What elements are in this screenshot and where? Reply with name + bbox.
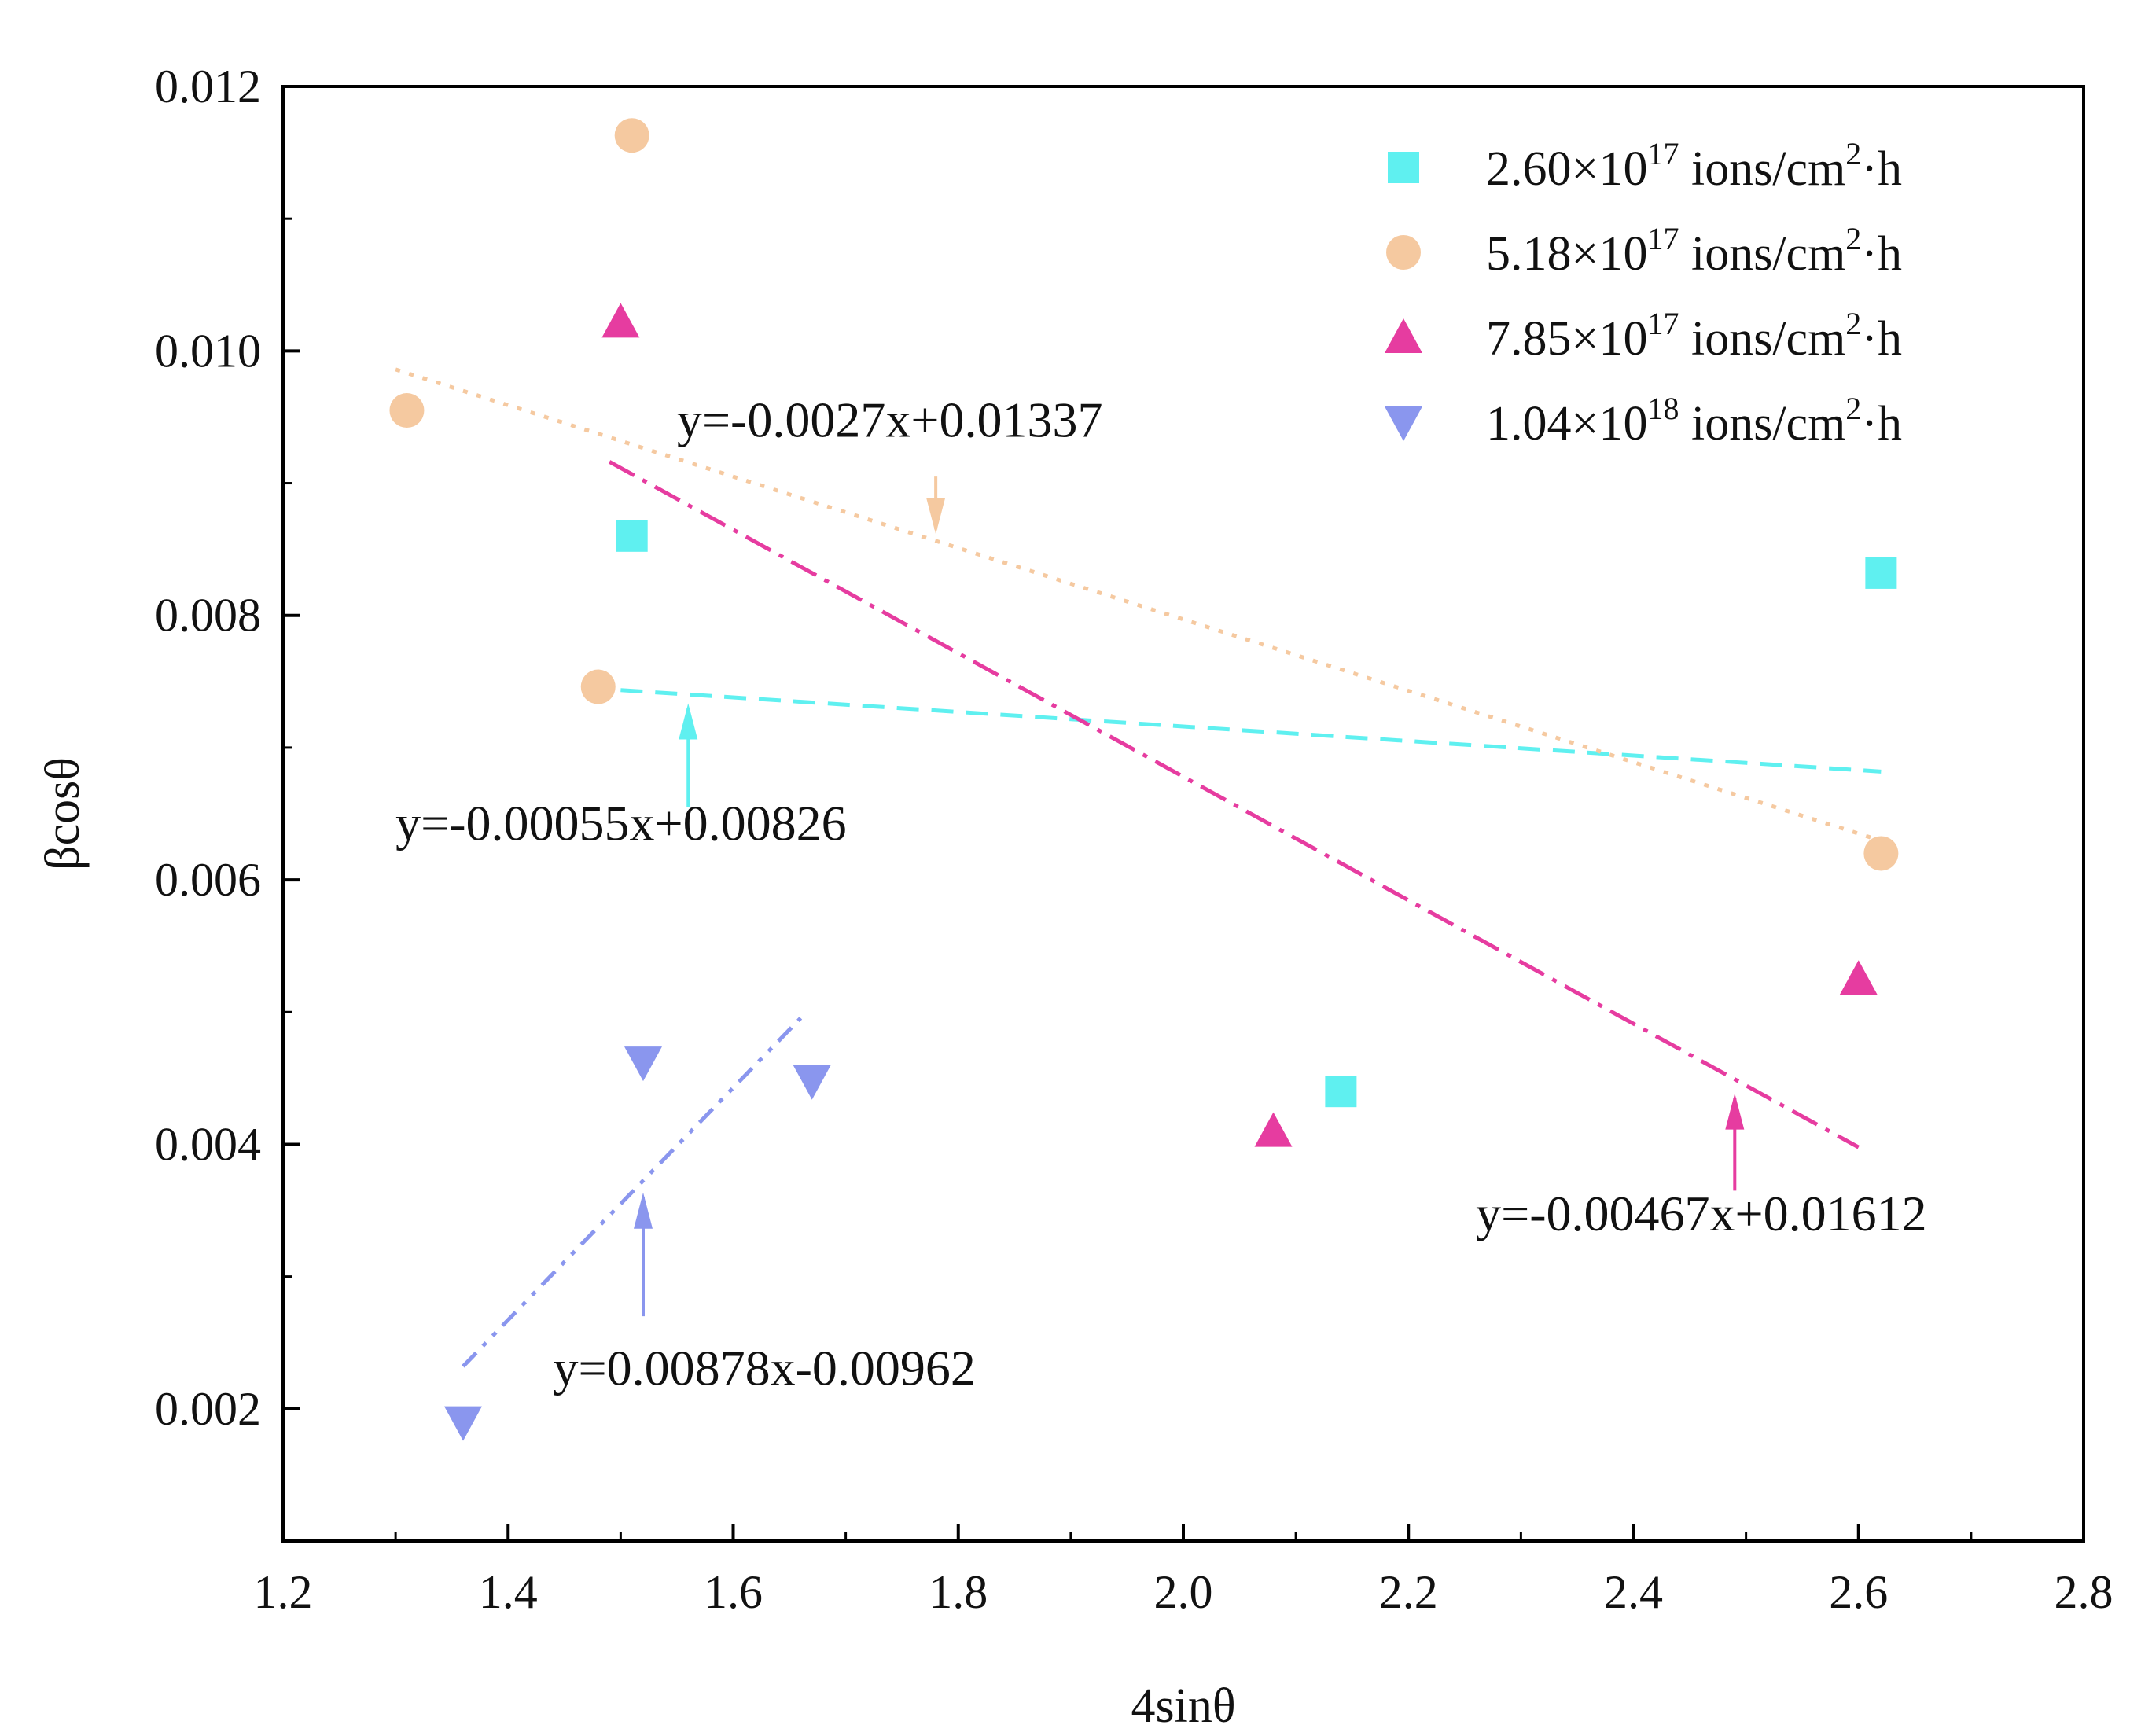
legend-superscript: 17 <box>1647 306 1679 341</box>
data-point-series-2 <box>614 118 649 153</box>
legend-superscript: 17 <box>1647 136 1679 171</box>
legend-superscript: 18 <box>1647 391 1679 426</box>
legend-label-series-2: 5.18×1017 ions/cm2·h <box>1486 221 1902 281</box>
legend-label-series-3: 7.85×1017 ions/cm2·h <box>1486 306 1902 366</box>
legend-text-part: ·h <box>1861 312 1902 366</box>
fit-equation-label: y=0.00878x-0.00962 <box>554 1341 976 1396</box>
legend-text-part: ·h <box>1861 142 1902 196</box>
fit-line-series-4 <box>462 1017 803 1368</box>
data-points <box>389 118 1899 1441</box>
data-point-series-4 <box>793 1065 831 1100</box>
x-tick-label: 2.2 <box>1379 1566 1438 1618</box>
annotation-arrow-head <box>679 703 698 740</box>
data-point-series-2 <box>389 393 425 428</box>
data-point-series-2 <box>1863 836 1899 871</box>
legend-text-part: ions/cm <box>1679 312 1845 366</box>
fit-line-series-2 <box>395 367 1882 843</box>
y-tick-label: 0.002 <box>155 1383 261 1435</box>
data-point-series-1 <box>1325 1076 1357 1108</box>
legend-text-part: ions/cm <box>1679 227 1845 281</box>
fit-equation-label: y=-0.0027x+0.01337 <box>677 392 1103 448</box>
legend-superscript: 2 <box>1845 391 1861 426</box>
fit-line-series-3 <box>608 460 1860 1149</box>
data-point-series-2 <box>580 669 616 704</box>
fit-equation-label: y=-0.00055x+0.00826 <box>395 796 847 851</box>
legend-text-part: ions/cm <box>1679 397 1845 451</box>
fit-line-series-1 <box>620 688 1882 774</box>
legend-superscript: 2 <box>1845 136 1861 171</box>
legend-marker-series-4 <box>1385 406 1422 441</box>
x-tick-label: 2.8 <box>2055 1566 2113 1618</box>
legend-text-part: 5.18×10 <box>1486 227 1647 281</box>
annotation-arrow-head <box>1725 1093 1745 1130</box>
x-tick-label: 2.4 <box>1604 1566 1663 1618</box>
x-axis: 1.2 1.4 1.6 1.8 2.0 2.2 2.4 2.6 2.8 <box>254 1524 2113 1618</box>
x-tick-label: 1.8 <box>929 1566 988 1618</box>
data-point-series-3 <box>1254 1112 1293 1147</box>
y-tick-label: 0.006 <box>155 854 261 906</box>
data-point-series-3 <box>601 303 640 338</box>
legend: 2.60×1017 ions/cm2·h5.18×1017 ions/cm2·h… <box>1385 136 1902 451</box>
annotation-arrow-head <box>634 1192 653 1229</box>
legend-text-part: ·h <box>1861 227 1902 281</box>
y-tick-label: 0.010 <box>155 325 261 377</box>
legend-superscript: 2 <box>1845 221 1861 256</box>
data-point-series-4 <box>624 1046 662 1082</box>
x-tick-label: 1.6 <box>704 1566 763 1618</box>
y-axis-title: βcosθ <box>36 757 90 870</box>
x-axis-title: 4sinθ <box>1131 1679 1235 1733</box>
y-tick-label: 0.004 <box>155 1118 261 1170</box>
fit-lines <box>395 367 1882 1368</box>
annotation-arrow-head <box>926 498 946 535</box>
data-point-series-3 <box>1839 960 1878 995</box>
y-axis: 0.002 0.004 0.006 0.008 0.010 0.012 <box>155 61 300 1543</box>
legend-marker-series-2 <box>1386 235 1421 270</box>
x-tick-label: 1.2 <box>254 1566 313 1618</box>
legend-text-part: ions/cm <box>1679 142 1845 196</box>
data-point-series-1 <box>1865 557 1897 589</box>
legend-text-part: 2.60×10 <box>1486 142 1647 196</box>
legend-text-part: 7.85×10 <box>1486 312 1647 366</box>
legend-text-part: ·h <box>1861 397 1902 451</box>
data-point-series-4 <box>444 1406 482 1441</box>
fit-equation-label: y=-0.00467x+0.01612 <box>1476 1186 1927 1241</box>
data-point-series-1 <box>616 520 648 552</box>
legend-label-series-4: 1.04×1018 ions/cm2·h <box>1486 391 1902 451</box>
fit-annotations: y=-0.0027x+0.01337 y=-0.00055x+0.00826 y=-… <box>395 392 1927 1396</box>
x-tick-label: 2.0 <box>1154 1566 1213 1618</box>
legend-superscript: 17 <box>1647 221 1679 256</box>
legend-marker-series-3 <box>1385 318 1422 353</box>
x-tick-label: 1.4 <box>479 1566 538 1618</box>
legend-superscript: 2 <box>1845 306 1861 341</box>
x-tick-label: 2.6 <box>1829 1566 1888 1618</box>
legend-text-part: 1.04×10 <box>1486 397 1647 451</box>
legend-marker-series-1 <box>1388 152 1419 183</box>
legend-label-series-1: 2.60×1017 ions/cm2·h <box>1486 136 1902 196</box>
y-tick-label: 0.012 <box>155 61 261 112</box>
y-tick-label: 0.008 <box>155 590 261 642</box>
